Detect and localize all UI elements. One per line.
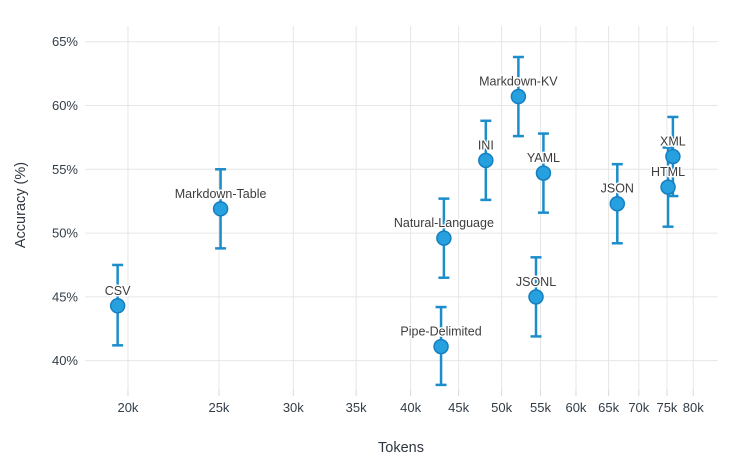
- y-tick-label: 60%: [52, 98, 78, 113]
- point-label-markdown-kv: Markdown-KV: [479, 75, 558, 89]
- data-point-csv[interactable]: [109, 298, 126, 314]
- data-point-markdown-table[interactable]: [212, 201, 229, 217]
- point-label-html: HTML: [651, 165, 685, 179]
- x-tick-label: 65k: [598, 400, 619, 415]
- y-tick-label: 55%: [52, 162, 78, 177]
- point-label-xml: XML: [660, 135, 686, 149]
- x-tick-label: 45k: [448, 400, 469, 415]
- x-tick-label: 20k: [117, 400, 138, 415]
- data-point-markdown-kv[interactable]: [510, 88, 527, 105]
- x-tick-label: 75k: [656, 400, 677, 415]
- data-point-yaml[interactable]: [535, 165, 552, 181]
- x-tick-label: 70k: [628, 400, 649, 415]
- point-label-pipe-delimited: Pipe-Delimited: [400, 325, 481, 339]
- y-tick-label: 45%: [52, 289, 78, 304]
- data-point-html[interactable]: [660, 179, 676, 195]
- x-tick-label: 55k: [530, 400, 551, 415]
- point-label-csv: CSV: [105, 284, 131, 298]
- x-tick-label: 30k: [283, 400, 304, 415]
- x-tick-label: 35k: [346, 400, 367, 415]
- point-label-markdown-table: Markdown-Table: [175, 187, 267, 201]
- y-tick-label: 50%: [52, 226, 78, 241]
- point-label-json: JSON: [601, 182, 634, 196]
- axis-tick-layer: 40% 45% 50% 55% 60% 65% 20k 25k 30k 35k 40k 45k 50k 5…: [52, 34, 704, 415]
- data-point-json[interactable]: [609, 195, 626, 212]
- x-tick-label: 60k: [565, 400, 586, 415]
- y-tick-label: 65%: [52, 34, 78, 49]
- data-point-jsonl[interactable]: [528, 289, 544, 305]
- data-point-natural-language[interactable]: [436, 230, 452, 246]
- x-tick-label: 40k: [400, 400, 421, 415]
- x-tick-label: 25k: [208, 400, 229, 415]
- x-tick-label: 50k: [491, 400, 512, 415]
- point-label-ini: INI: [478, 138, 494, 152]
- point-label-jsonl: JSONL: [516, 275, 556, 289]
- x-axis-title: Tokens: [378, 440, 424, 456]
- data-series-layer: [109, 55, 681, 387]
- point-label-natural-language: Natural-Language: [394, 216, 494, 230]
- data-point-pipe-delimited[interactable]: [433, 338, 449, 355]
- y-tick-label: 40%: [52, 353, 78, 368]
- data-point-xml[interactable]: [665, 148, 681, 165]
- x-tick-label: 80k: [683, 400, 704, 415]
- point-label-layer: CSV Markdown-Table Natural-Language Pipe-De…: [103, 73, 687, 340]
- point-label-yaml: YAML: [527, 151, 560, 165]
- data-point-ini[interactable]: [478, 152, 494, 169]
- y-axis-title: Accuracy (%): [13, 162, 29, 248]
